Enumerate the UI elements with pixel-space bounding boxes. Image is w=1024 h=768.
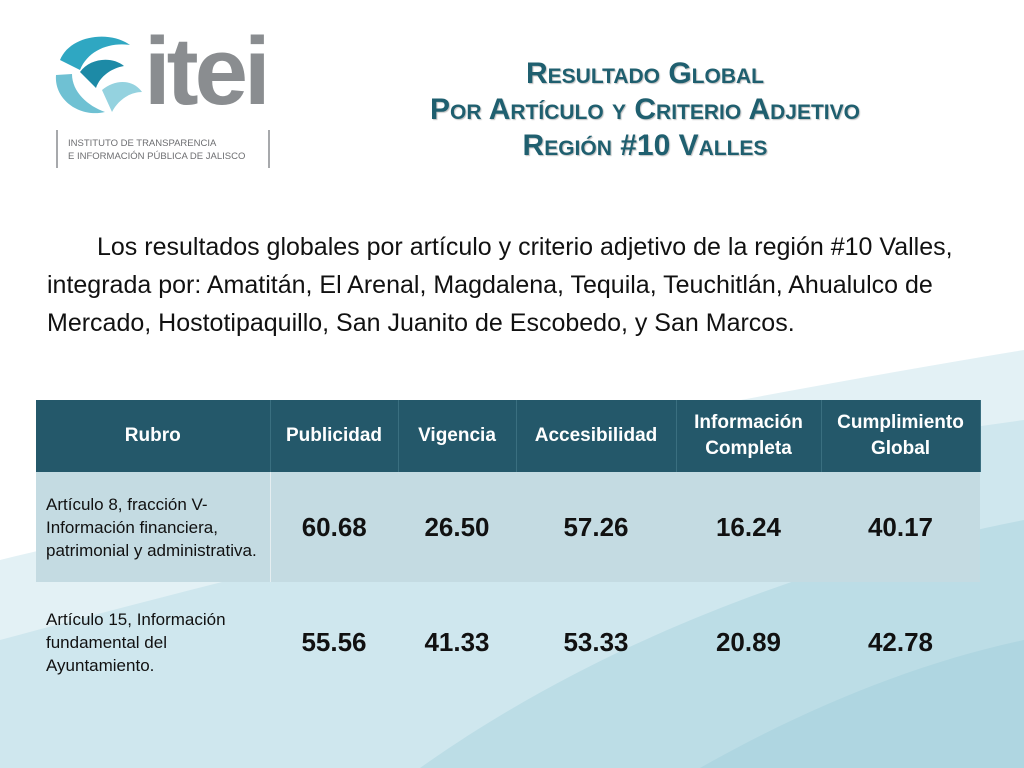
cell-publicidad: 60.68	[270, 472, 398, 582]
cell-publicidad: 55.56	[301, 626, 367, 657]
results-table: Rubro Publicidad Vigencia Accesibilidad …	[36, 400, 981, 702]
table-row: Artículo 8, fracción V- Información fina…	[36, 472, 980, 582]
cell-vigencia: 41.33	[424, 626, 490, 657]
itei-subtitle: INSTITUTO DE TRANSPARENCIA E INFORMACIÓN…	[56, 130, 270, 168]
title-line-1: Resultado Global	[525, 57, 765, 90]
itei-logo-mark	[55, 36, 142, 114]
intro-paragraph: Los resultados globales por artículo y c…	[47, 233, 953, 337]
cell-cumplimiento-global: 42.78	[867, 626, 934, 657]
table-row: Artículo 15, Información fundamental del…	[36, 582, 980, 702]
table-header-row: Rubro Publicidad Vigencia Accesibilidad …	[36, 400, 981, 472]
header-rubro: Rubro	[36, 400, 271, 472]
cell-rubro: Artículo 8, fracción V- Información fina…	[36, 472, 271, 582]
itei-wordmark: itei	[144, 18, 271, 125]
header-vigencia: Vigencia	[398, 400, 517, 472]
cell-vigencia: 26.50	[398, 472, 516, 582]
title-line-2: Por Artículo y Criterio Adjetivo	[430, 93, 860, 126]
header-cumplimiento-global: Cumplimiento Global	[821, 400, 981, 472]
cell-informacion-completa: 16.24	[676, 472, 821, 582]
itei-subtitle-line2: E INFORMACIÓN PÚBLICA DE JALISCO	[68, 151, 246, 162]
cell-accesibilidad: 57.26	[516, 472, 676, 582]
header-informacion-completa: Información Completa	[676, 400, 822, 472]
itei-logo: itei INSTITUTO DE TRANSPARENCIA E INFORM…	[50, 24, 290, 170]
cell-cumplimiento-global: 40.17	[821, 472, 980, 582]
cell-rubro: Artículo 15, Información fundamental del…	[46, 609, 226, 675]
header-publicidad: Publicidad	[270, 400, 399, 472]
cell-accesibilidad: 53.33	[563, 626, 629, 657]
header-accesibilidad: Accesibilidad	[516, 400, 677, 472]
itei-subtitle-line1: INSTITUTO DE TRANSPARENCIA	[68, 138, 217, 149]
cell-informacion-completa: 20.89	[715, 626, 782, 657]
title-line-3: Región #10 Valles	[522, 129, 768, 162]
slide-title: Resultado Global Por Artículo y Criterio…	[330, 56, 960, 164]
